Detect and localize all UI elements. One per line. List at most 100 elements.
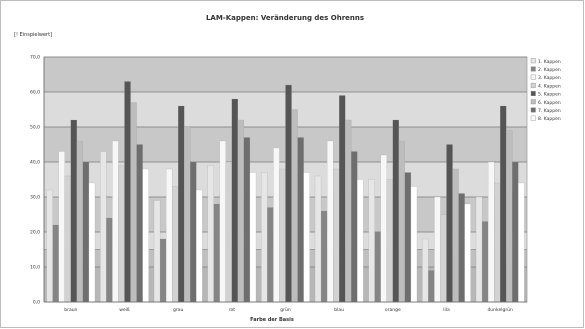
bar (500, 105, 507, 303)
x-tick-label: braun (64, 307, 77, 313)
bar (142, 168, 149, 303)
bar (165, 168, 173, 303)
bar (410, 186, 418, 303)
bar (303, 172, 310, 303)
bar (326, 140, 334, 303)
x-tick-label: dunkelgrün (487, 307, 513, 313)
legend-label: 4. Kappen (538, 83, 561, 89)
bar (506, 130, 513, 303)
bar (458, 193, 465, 303)
x-tick-label: grau (173, 307, 183, 313)
bar (380, 154, 387, 303)
y-tick-label: 50,0 (30, 125, 40, 131)
bar (178, 105, 185, 303)
bar (339, 95, 346, 303)
legend-swatch (530, 66, 536, 72)
y-tick-label: 60,0 (30, 90, 40, 96)
legend-label: 2. Kappen (538, 67, 561, 73)
bar (279, 168, 286, 303)
bar (273, 147, 280, 303)
bar (422, 238, 429, 303)
bar (464, 203, 471, 303)
bar (82, 161, 90, 303)
x-tick-label: orange (385, 307, 401, 313)
y-axis-label: [! Einspielwert] (14, 32, 52, 38)
legend-label: 3. Kappen (538, 75, 561, 81)
bar (487, 161, 495, 303)
bar (64, 175, 71, 303)
y-tick-label: 70,0 (30, 55, 40, 61)
chart-title: LAM-Kappen: Veränderung des Ohrenns (206, 14, 364, 22)
bar (231, 98, 238, 303)
bar (112, 140, 119, 303)
legend-swatch (530, 82, 536, 88)
bar (207, 165, 214, 303)
bar (124, 81, 131, 303)
bar (398, 140, 406, 303)
bar (428, 270, 435, 303)
bar (58, 151, 65, 303)
y-tick-labels: 0,0 10,0 20,0 30,0 40,0 50,0 60,0 70,0 (30, 55, 40, 306)
y-tick-label: 10,0 (30, 265, 40, 271)
bar (267, 207, 274, 303)
axes (43, 56, 528, 303)
legend-label: 6. Kappen (538, 100, 561, 106)
y-tick-label: 30,0 (30, 195, 40, 201)
bar (404, 172, 412, 303)
bar (249, 172, 257, 303)
legend-swatch (530, 91, 536, 97)
bar (386, 179, 393, 303)
legend-swatch (530, 74, 536, 80)
x-tick-label: grün (280, 307, 291, 313)
bar (52, 224, 59, 303)
bar (106, 217, 113, 303)
legend-swatch (530, 99, 536, 105)
legend: 1. Kappen 2. Kappen 3. Kappen 4. Kappen 5. K… (530, 58, 561, 122)
bar (237, 119, 245, 303)
bar (351, 151, 358, 303)
legend-label: 8. Kappen (538, 116, 561, 122)
bar (374, 231, 381, 303)
legend-label: 7. Kappen (538, 108, 561, 114)
x-tick-label: weiß (119, 307, 130, 313)
bar (345, 119, 352, 303)
bars (46, 81, 525, 303)
bar (291, 109, 298, 303)
x-tick-label: rot (229, 307, 236, 313)
x-tick-label: lila (443, 307, 450, 313)
y-tick-label: 40,0 (30, 160, 40, 166)
bar (136, 144, 143, 303)
bar (159, 238, 167, 303)
bar (452, 168, 459, 303)
bar (70, 119, 77, 303)
bar (172, 186, 179, 303)
bar (440, 214, 447, 303)
bar (76, 140, 84, 303)
legend-label: 1. Kappen (538, 59, 561, 65)
bar (118, 165, 125, 303)
bar (219, 140, 226, 303)
bar (297, 137, 304, 303)
bar (368, 179, 375, 303)
legend-swatch (530, 58, 536, 64)
bar (285, 84, 292, 303)
bar (434, 196, 441, 303)
bar (46, 189, 53, 303)
bar (518, 182, 525, 303)
bar (333, 168, 340, 303)
bar (196, 189, 203, 303)
bar (357, 179, 364, 303)
legend-swatch (530, 115, 536, 121)
bar (184, 126, 191, 303)
y-tick-label: 20,0 (30, 230, 40, 236)
bar (481, 221, 489, 303)
bar (243, 137, 251, 303)
bar (320, 210, 328, 303)
y-tick-label: 0,0 (33, 300, 40, 306)
legend-swatch (530, 107, 536, 113)
bar (190, 161, 197, 303)
x-tick-labels: braun weiß grau rot grün blau orange lila dunkel… (64, 307, 513, 313)
bar (475, 196, 483, 303)
bar (153, 200, 161, 303)
